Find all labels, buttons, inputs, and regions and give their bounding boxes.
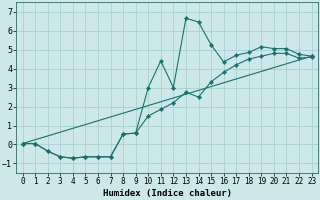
X-axis label: Humidex (Indice chaleur): Humidex (Indice chaleur) — [103, 189, 232, 198]
